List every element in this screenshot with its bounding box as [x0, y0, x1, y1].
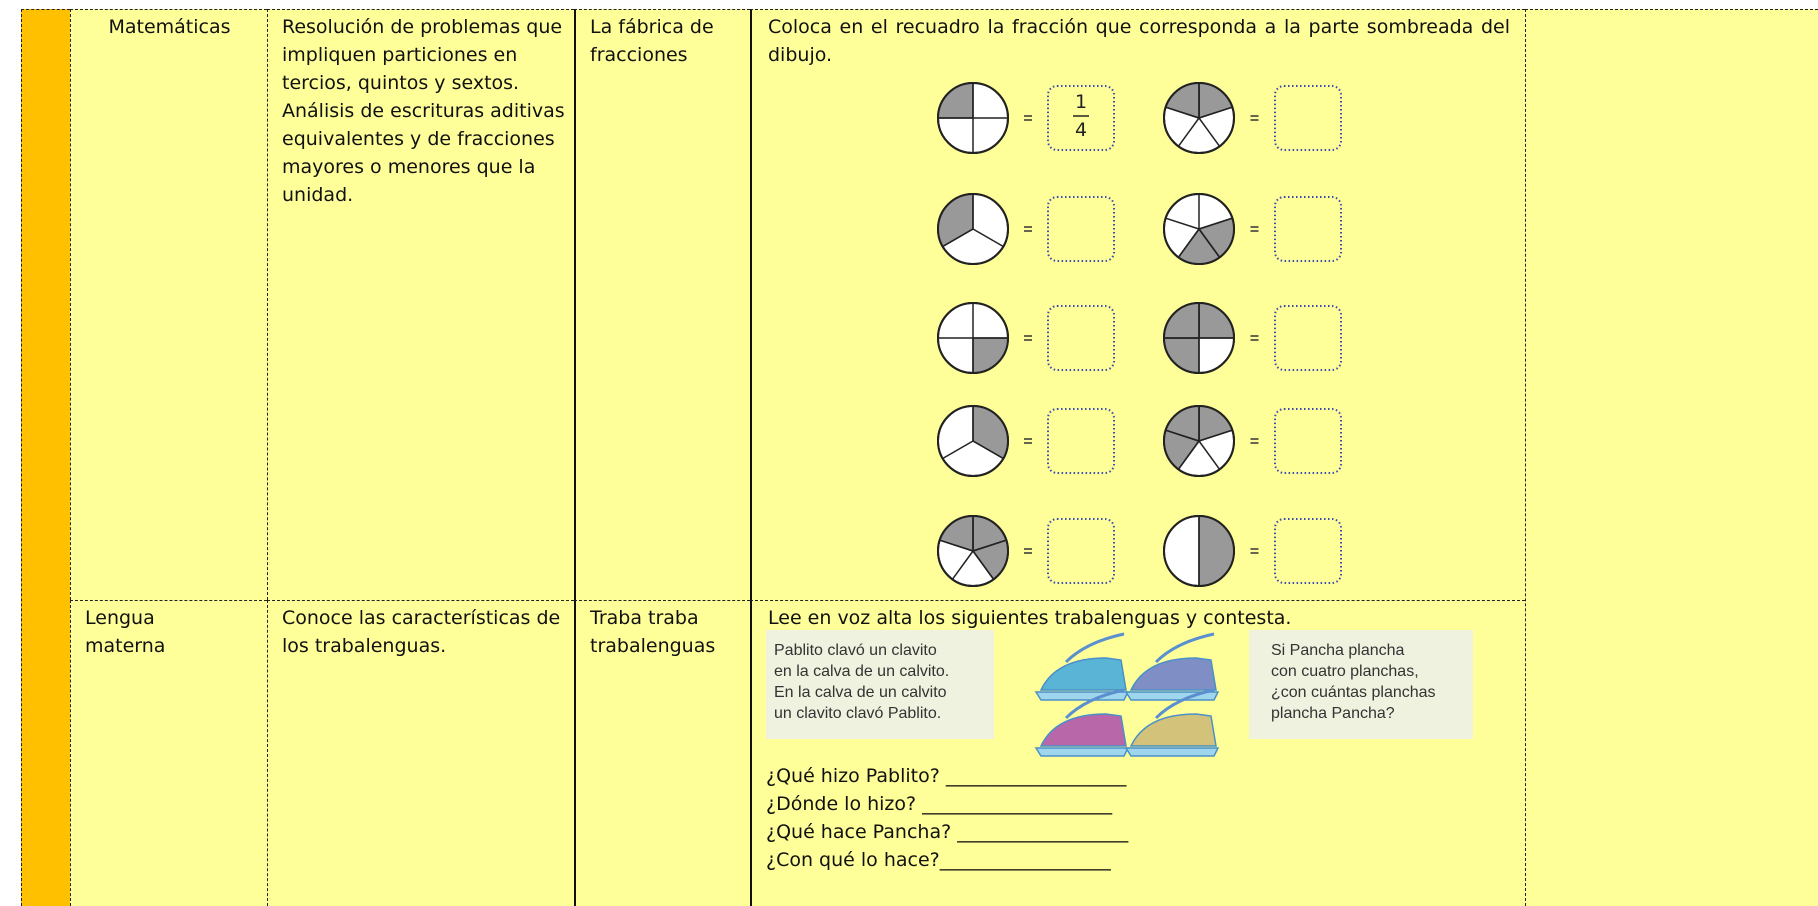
pie-divider [939, 539, 974, 552]
answer-box [1047, 518, 1115, 584]
activity: La fábrica de fracciones [590, 16, 714, 66]
subject-cell: Lengua materna [70, 600, 267, 906]
question: ¿Dónde lo hizo? ____________________ [766, 793, 1113, 815]
answer-box [1047, 196, 1115, 262]
pie-divider [1198, 217, 1233, 230]
pie-rim [937, 515, 1009, 587]
irons [1034, 632, 1220, 757]
denominator: 4 [1075, 119, 1087, 141]
pie-divider [1177, 228, 1200, 258]
pie-rim [937, 82, 1009, 154]
pie-rim [1163, 302, 1235, 374]
iron [1034, 632, 1130, 701]
subject: Matemáticas [108, 16, 231, 38]
twister-line: con cuatro planchas, [1271, 663, 1419, 680]
pie-divider [1165, 106, 1200, 119]
activity-cell: La fábrica de fracciones [574, 9, 750, 600]
activity: Traba traba trabalenguas [590, 607, 716, 657]
pie-divider [972, 550, 995, 580]
tongue-twister: Pablito clavó un clavito en la calva de … [766, 630, 994, 739]
pie-divider [1165, 429, 1200, 442]
pie-divider [1198, 440, 1221, 470]
twister-line: Pablito clavó un clavito [774, 642, 937, 659]
iron [1124, 688, 1220, 757]
instruction: Lee en voz alta los siguientes trabaleng… [768, 607, 1292, 629]
answer-box [1274, 196, 1342, 262]
pie-divider [951, 550, 974, 580]
iron [1124, 632, 1220, 701]
activity-cell: Traba traba trabalenguas [574, 600, 750, 906]
answer-box [1274, 85, 1342, 151]
twister-line: plancha Pancha? [1271, 705, 1395, 722]
twister-line: ¿con cuántas planchas [1271, 684, 1436, 701]
twister-line: En la calva de un calvito [774, 684, 947, 701]
pie-divider [1198, 429, 1233, 442]
pie-rim [937, 302, 1009, 374]
pie-rim [937, 405, 1009, 477]
question: ¿Qué hizo Pablito? ___________________ [766, 765, 1127, 787]
pie-divider [972, 539, 1007, 552]
pie-rim [1163, 82, 1235, 154]
pie-divider [1177, 440, 1200, 470]
tongue-twister: Si Pancha plancha con cuatro planchas, ¿… [1249, 630, 1473, 739]
pie-rim [937, 193, 1009, 265]
pie-rim [1163, 405, 1235, 477]
pie-divider [1165, 217, 1200, 230]
extra-cell [1525, 9, 1818, 906]
question: ¿Qué hace Pancha? __________________ [766, 821, 1129, 843]
pie-divider [1198, 117, 1221, 147]
instruction-cell: Coloca en el recuadro la fracción que co… [750, 9, 1525, 600]
subject-cell: Matemáticas [70, 9, 267, 600]
answer-box [1047, 408, 1115, 474]
subject: Lengua materna [85, 607, 166, 657]
answer-box [1274, 518, 1342, 584]
pie-divider [942, 440, 974, 460]
twister-line: Si Pancha plancha [1271, 642, 1405, 659]
content-cell: Conoce las características de los trabal… [267, 600, 574, 906]
answer-box [1274, 408, 1342, 474]
pie-rim [1163, 193, 1235, 265]
answer-box [1047, 85, 1115, 151]
answer-box [1274, 305, 1342, 371]
numerator: 1 [1075, 91, 1087, 113]
pie-divider [1198, 106, 1233, 119]
pie-rim [1163, 515, 1235, 587]
content: Resolución de problemas que impliquen pa… [282, 16, 565, 206]
pie-slice [1198, 515, 1235, 587]
pie-divider [1198, 228, 1221, 258]
answer-box [1047, 305, 1115, 371]
pie-divider [972, 440, 1004, 460]
pie-divider [972, 228, 1004, 248]
twister-line: en la calva de un calvito. [774, 663, 950, 680]
instruction: Coloca en el recuadro la fracción que co… [768, 16, 1510, 66]
content-cell: Resolución de problemas que impliquen pa… [267, 9, 574, 600]
pie-divider [1177, 117, 1200, 147]
pie-divider [942, 228, 974, 248]
twister-line: un clavito clavó Pablito. [774, 705, 942, 722]
iron [1034, 688, 1130, 757]
question: ¿Con qué lo hace?__________________ [766, 849, 1111, 871]
content: Conoce las características de los trabal… [282, 607, 561, 657]
side-band [21, 9, 70, 906]
